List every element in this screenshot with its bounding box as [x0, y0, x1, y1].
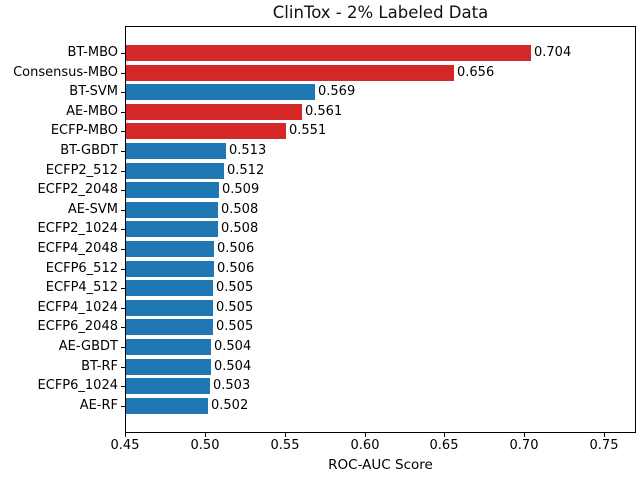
- bar: [126, 221, 218, 237]
- y-tick-mark: [121, 73, 125, 74]
- bar: [126, 300, 213, 316]
- bar: [126, 65, 454, 81]
- y-tick-mark: [121, 386, 125, 387]
- y-tick-label: ECFP2_1024: [37, 221, 118, 236]
- bar: [126, 398, 208, 414]
- bar: [126, 359, 211, 375]
- y-tick-label: ECFP2_2048: [37, 182, 118, 197]
- x-tick-mark: [444, 433, 445, 437]
- y-tick-label: ECFP4_1024: [37, 300, 118, 315]
- bar-value-label: 0.504: [214, 359, 252, 374]
- bar-value-label: 0.503: [213, 378, 251, 393]
- x-tick-mark: [125, 433, 126, 437]
- bar: [126, 261, 214, 277]
- bar-value-label: 0.509: [222, 182, 260, 197]
- bar-value-label: 0.502: [211, 398, 249, 413]
- bar-value-label: 0.561: [305, 104, 343, 119]
- x-tick-mark: [205, 433, 206, 437]
- y-tick-mark: [121, 92, 125, 93]
- x-tick-label: 0.55: [270, 438, 300, 453]
- y-tick-label: BT-MBO: [67, 45, 119, 60]
- bar: [126, 123, 286, 139]
- bar: [126, 241, 214, 257]
- bar: [126, 104, 302, 120]
- x-tick-label: 0.50: [190, 438, 220, 453]
- x-tick-label: 0.70: [509, 438, 539, 453]
- y-tick-label: ECFP4_2048: [37, 241, 118, 256]
- y-tick-label: AE-RF: [79, 398, 118, 413]
- bar-value-label: 0.506: [217, 241, 255, 256]
- y-tick-mark: [121, 308, 125, 309]
- bar: [126, 45, 531, 61]
- y-tick-label: ECFP2_512: [45, 163, 118, 178]
- y-tick-label: ECFP6_2048: [37, 319, 118, 334]
- y-tick-mark: [121, 367, 125, 368]
- y-tick-mark: [121, 190, 125, 191]
- bar: [126, 182, 219, 198]
- bar: [126, 280, 213, 296]
- x-tick-mark: [365, 433, 366, 437]
- bar-value-label: 0.504: [214, 339, 252, 354]
- y-tick-label: BT-GBDT: [60, 143, 118, 158]
- bar-value-label: 0.551: [289, 123, 327, 138]
- y-tick-mark: [121, 327, 125, 328]
- y-tick-label: ECFP-MBO: [50, 123, 118, 138]
- x-tick-mark: [604, 433, 605, 437]
- y-tick-label: AE-MBO: [66, 104, 118, 119]
- bar-value-label: 0.513: [229, 143, 267, 158]
- bar-value-label: 0.506: [217, 261, 255, 276]
- y-tick-label: Consensus-MBO: [13, 65, 118, 80]
- y-tick-label: ECFP6_512: [45, 261, 118, 276]
- y-tick-label: AE-GBDT: [58, 339, 118, 354]
- y-tick-mark: [121, 406, 125, 407]
- bar-value-label: 0.656: [457, 65, 495, 80]
- x-tick-mark: [524, 433, 525, 437]
- bar-value-label: 0.508: [221, 221, 259, 236]
- bar-value-label: 0.505: [216, 319, 254, 334]
- y-tick-label: BT-RF: [81, 359, 118, 374]
- y-tick-mark: [121, 171, 125, 172]
- y-tick-mark: [121, 347, 125, 348]
- bar-value-label: 0.704: [534, 45, 572, 60]
- bar: [126, 319, 213, 335]
- bar: [126, 84, 315, 100]
- bar: [126, 378, 210, 394]
- y-tick-mark: [121, 210, 125, 211]
- bar-value-label: 0.512: [227, 163, 265, 178]
- chart-title: ClinTox - 2% Labeled Data: [272, 3, 489, 22]
- y-tick-mark: [121, 131, 125, 132]
- bar: [126, 143, 226, 159]
- y-tick-mark: [121, 249, 125, 250]
- bar-value-label: 0.569: [318, 84, 356, 99]
- bar: [126, 339, 211, 355]
- bar: [126, 202, 218, 218]
- x-tick-label: 0.75: [589, 438, 619, 453]
- bar-value-label: 0.505: [216, 300, 254, 315]
- y-tick-mark: [121, 288, 125, 289]
- x-tick-label: 0.45: [110, 438, 140, 453]
- y-tick-mark: [121, 112, 125, 113]
- y-tick-mark: [121, 269, 125, 270]
- y-tick-label: AE-SVM: [67, 202, 118, 217]
- bar-value-label: 0.505: [216, 280, 254, 295]
- y-tick-label: ECFP4_512: [45, 280, 118, 295]
- x-tick-label: 0.65: [429, 438, 459, 453]
- y-tick-mark: [121, 151, 125, 152]
- y-tick-mark: [121, 53, 125, 54]
- y-tick-label: BT-SVM: [69, 84, 118, 99]
- bar-value-label: 0.508: [221, 202, 259, 217]
- y-tick-mark: [121, 229, 125, 230]
- x-axis-label: ROC-AUC Score: [328, 457, 433, 473]
- bar: [126, 163, 224, 179]
- x-tick-mark: [285, 433, 286, 437]
- x-tick-label: 0.60: [350, 438, 380, 453]
- y-tick-label: ECFP6_1024: [37, 378, 118, 393]
